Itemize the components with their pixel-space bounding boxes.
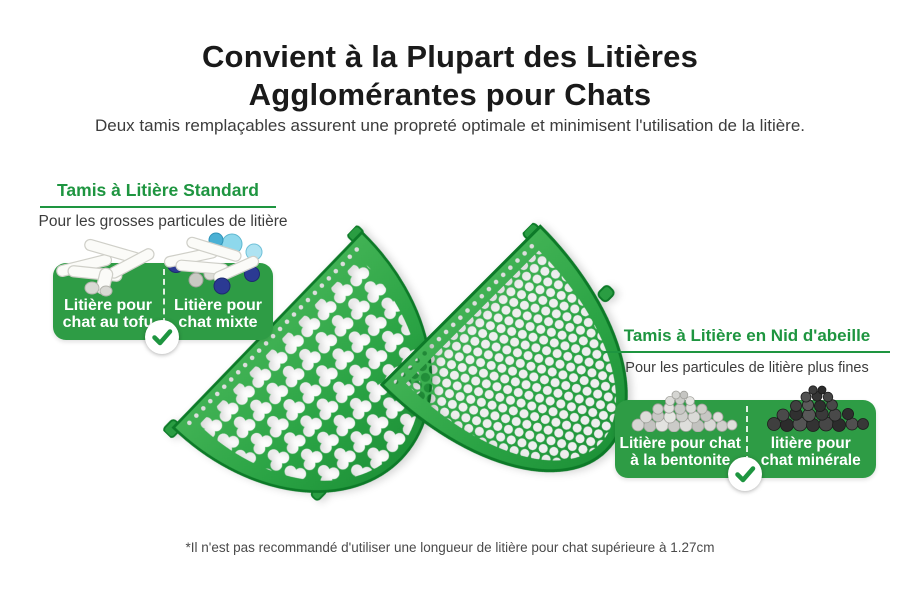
option-label: chat minérale (760, 452, 861, 469)
mixed-litter-photo (163, 232, 263, 295)
option-tofu: Litière pour chat au tofu (53, 263, 163, 340)
standard-section-heading: Tamis à Litière Standard (40, 180, 276, 208)
honeycomb-sieve-image (379, 222, 628, 473)
checkmark-icon (145, 320, 179, 354)
option-label: litière pour (770, 435, 851, 452)
footnote-text: *Il n'est pas recommandé d'utiliser une … (185, 540, 715, 555)
mineral-litter-photo (767, 385, 869, 432)
option-mixte: Litière pour chat mixte (163, 263, 273, 340)
dashed-divider (745, 406, 748, 472)
standard-sieve-image (163, 225, 433, 501)
option-bentonite: Litière pour chat à la bentonite (615, 400, 746, 478)
title-line-1: Convient à la Plupart des Litières (201, 39, 699, 74)
standard-section-description: Pour les grosses particules de litière (38, 213, 288, 230)
option-label: Litière pour chat (619, 435, 741, 452)
checkmark-icon (728, 457, 762, 491)
dashed-divider (163, 269, 165, 334)
option-label: chat mixte (178, 314, 258, 331)
option-label: chat au tofu (62, 314, 154, 331)
honeycomb-section-heading: Tamis à Litière en Nid d'abeille (604, 326, 890, 353)
honeycomb-section-description: Pour les particules de litière plus fine… (625, 360, 869, 376)
option-label: Litière pour (173, 297, 262, 314)
option-mineral: litière pour chat minérale (746, 400, 877, 478)
title-line-2: Agglomérantes pour Chats (248, 77, 652, 112)
page-subtitle: Deux tamis remplaçables assurent une pro… (94, 116, 806, 135)
option-label: Litière pour (63, 297, 152, 314)
bentonite-litter-photo (631, 390, 738, 432)
option-label: à la bentonite (630, 452, 731, 469)
tofu-litter-photo (56, 238, 155, 297)
page-title: Convient à la Plupart des Litières Agglo… (0, 38, 900, 114)
